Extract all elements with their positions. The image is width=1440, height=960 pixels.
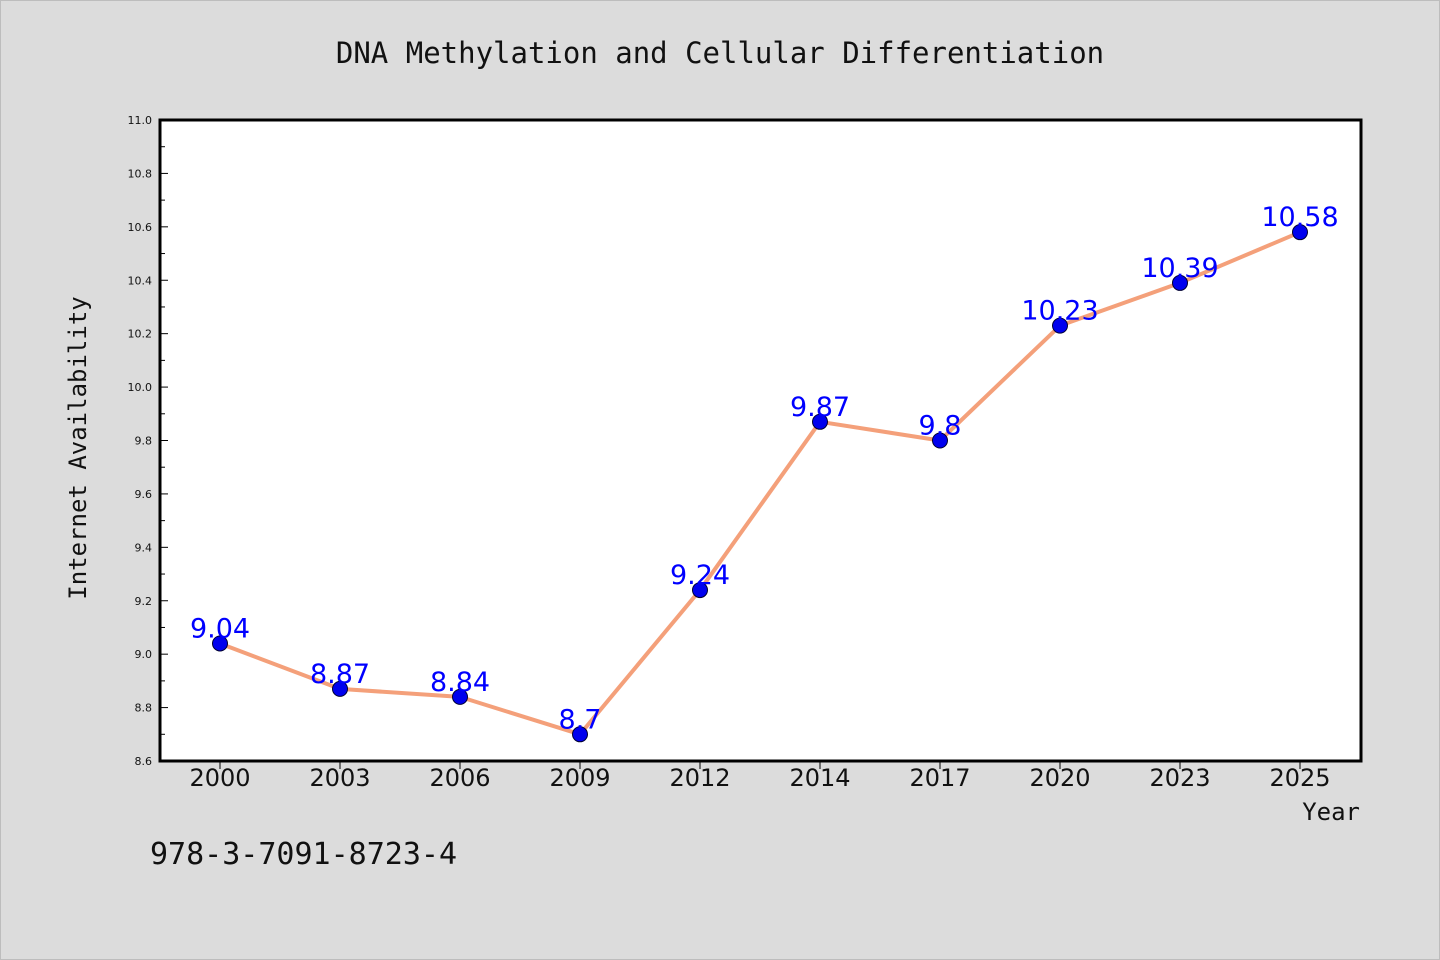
data-label: 10.39 (1141, 253, 1218, 284)
data-label: 8.87 (310, 659, 370, 690)
plot-area (158, 118, 1363, 763)
annotation-text: 978-3-7091-8723-4 (150, 837, 457, 872)
x-tick-label: 2006 (429, 764, 490, 792)
x-tick-label: 2023 (1149, 764, 1210, 792)
data-point (1172, 274, 1188, 291)
y-tick-label: 10.2 (128, 328, 153, 341)
data-point (692, 582, 708, 599)
data-label: 9.24 (670, 560, 730, 591)
data-label: 9.87 (790, 392, 850, 423)
x-tick-label: 2009 (549, 764, 610, 792)
x-tick-label: 2012 (669, 764, 730, 792)
x-tick-label: 2003 (309, 764, 370, 792)
data-point (932, 432, 948, 449)
x-tick-label: 2020 (1029, 764, 1090, 792)
data-point (212, 635, 228, 652)
data-label: 9.04 (190, 613, 250, 644)
y-tick-label: 9.8 (135, 435, 153, 448)
x-axis-label: Year (1302, 798, 1360, 826)
data-point (332, 680, 348, 697)
data-point (1052, 317, 1068, 334)
y-tick-label: 8.6 (135, 755, 153, 768)
x-tick-label: 2017 (909, 764, 970, 792)
data-point (572, 726, 588, 743)
y-tick-label: 8.8 (135, 702, 153, 715)
y-tick-label: 10.6 (128, 221, 153, 234)
chart-title: DNA Methylation and Cellular Differentia… (336, 36, 1104, 70)
series-group: 9.04 8.87 8.84 8.7 9.24 9.87 9.8 10.23 10.39 10.5… (190, 202, 1339, 743)
y-tick-label: 11.0 (128, 114, 153, 127)
data-point (1292, 224, 1308, 241)
data-label: 10.23 (1021, 296, 1098, 327)
data-label: 10.58 (1261, 202, 1338, 233)
x-tick-label: 2014 (789, 764, 850, 792)
y-tick-label: 10.4 (128, 274, 153, 287)
x-tick-label: 2025 (1269, 764, 1330, 792)
data-label: 9.8 (919, 411, 962, 442)
y-tick-label: 9.4 (135, 541, 153, 554)
y-tick-label: 9.6 (135, 488, 153, 501)
y-tick-label: 9.2 (135, 595, 153, 608)
y-axis-label: Internet Availability (64, 296, 92, 599)
data-label: 8.84 (430, 667, 490, 698)
y-tick-label: 10.8 (128, 167, 153, 180)
series-line (219, 230, 1301, 737)
y-axis: 8.6 8.8 9.0 9.2 9.4 9.6 9.8 10.0 10.2 10.4 10.6 10.… (128, 114, 168, 768)
x-tick-label: 2000 (189, 764, 250, 792)
y-tick-label: 9.0 (135, 648, 153, 661)
data-point (812, 413, 828, 430)
data-label: 8.7 (559, 704, 602, 735)
y-tick-label: 10.0 (128, 381, 153, 394)
x-axis: 2000 2003 2006 2009 2012 2014 2017 2020 2023 2025 (189, 761, 1331, 792)
data-point (452, 688, 468, 705)
